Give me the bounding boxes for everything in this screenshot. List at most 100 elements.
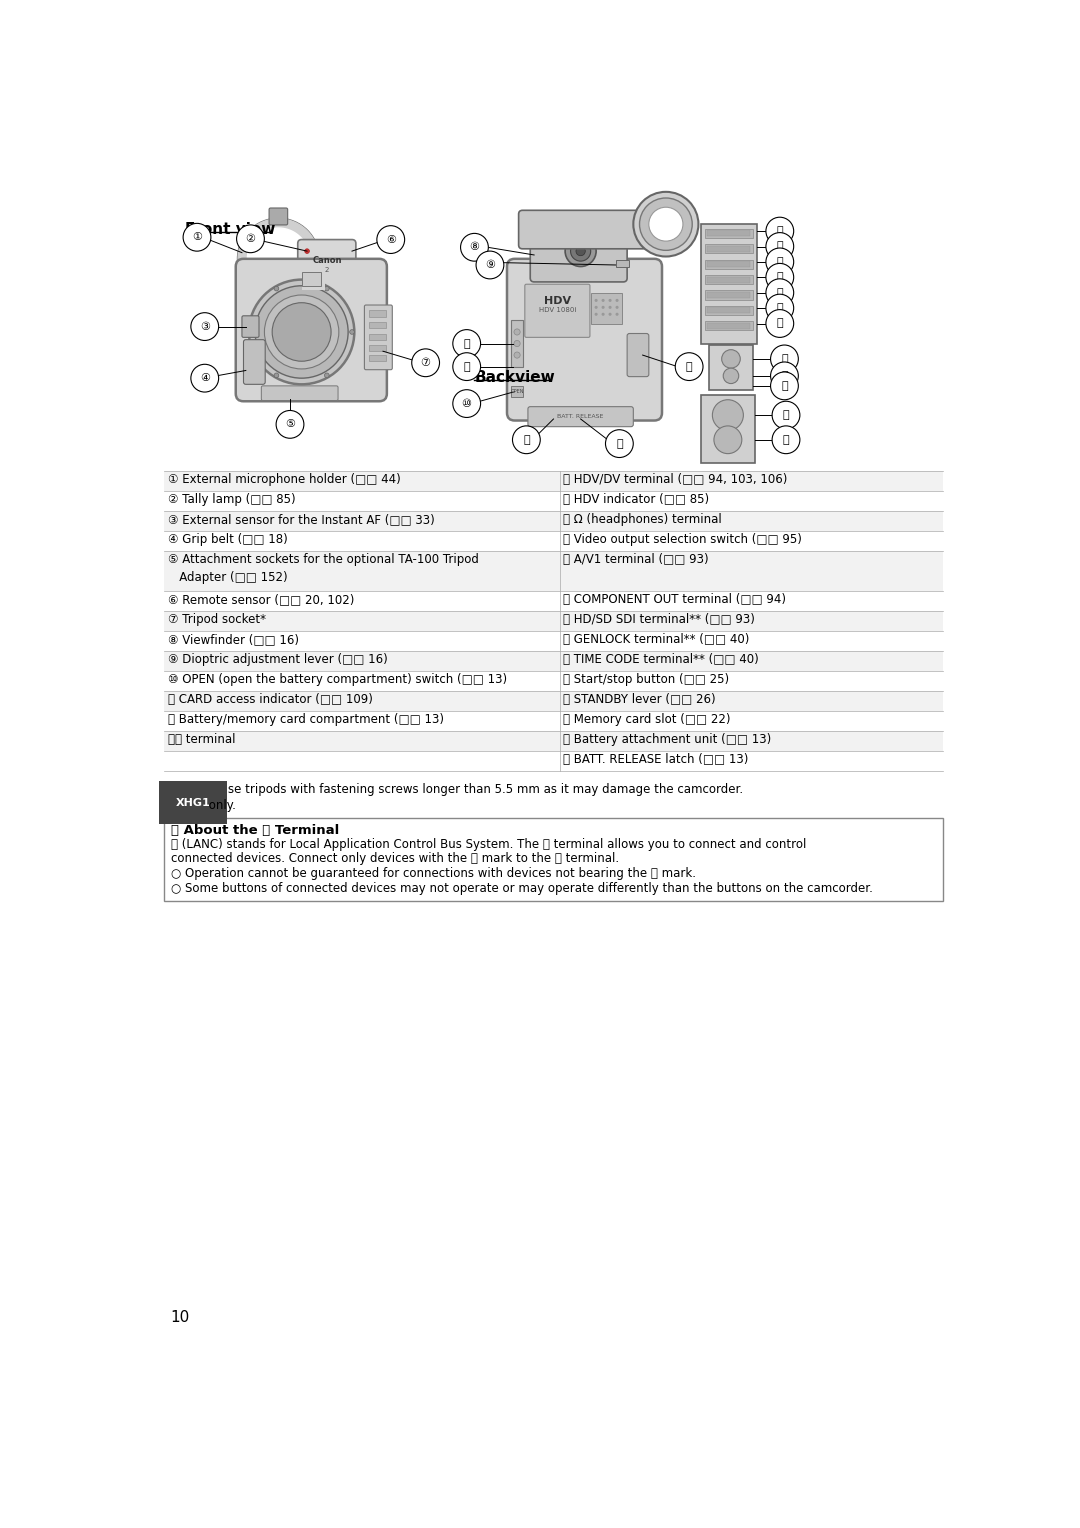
Text: ⑱: ⑱ (777, 287, 783, 298)
Bar (704, 306, 753, 315)
Bar (164, 691, 943, 711)
Text: ⑹: ⑹ (783, 435, 789, 445)
Circle shape (714, 426, 742, 454)
Bar (708, 345, 754, 390)
Circle shape (514, 351, 521, 358)
Text: ⑩ OPEN (open the battery compartment) switch (□□ 13): ⑩ OPEN (open the battery compartment) sw… (167, 672, 507, 686)
Text: ○ Some buttons of connected devices may not operate or may operate differently t: ○ Some buttons of connected devices may … (171, 882, 873, 895)
Circle shape (274, 286, 279, 290)
Bar (511, 387, 523, 397)
Circle shape (576, 246, 585, 255)
Circle shape (265, 295, 339, 368)
Text: ⑩: ⑩ (462, 399, 472, 408)
Text: Canon: Canon (312, 255, 342, 264)
FancyBboxPatch shape (518, 211, 647, 249)
Text: ⑯: ⑯ (777, 257, 783, 267)
Bar (704, 321, 753, 330)
Bar (707, 261, 751, 267)
Text: ⑲: ⑲ (777, 303, 783, 313)
Bar (369, 310, 387, 316)
Circle shape (350, 330, 354, 335)
Text: ⑺: ⑺ (616, 439, 623, 449)
Circle shape (713, 400, 743, 431)
Bar (701, 396, 755, 463)
Bar (591, 293, 622, 324)
Circle shape (565, 235, 596, 266)
Text: XHG1: XHG1 (175, 798, 210, 808)
Text: ⑶: ⑶ (781, 380, 787, 391)
Text: ⑴ GENLOCK terminal** (□□ 40): ⑴ GENLOCK terminal** (□□ 40) (563, 633, 750, 646)
Text: ②: ② (245, 234, 256, 244)
Bar (704, 229, 753, 238)
Text: ⑦: ⑦ (420, 358, 431, 368)
FancyBboxPatch shape (243, 339, 266, 385)
Text: ⑷: ⑷ (686, 362, 692, 371)
Circle shape (633, 193, 699, 257)
Text: ①: ① (192, 232, 202, 243)
Text: ⑲ COMPONENT OUT terminal (□□ 94): ⑲ COMPONENT OUT terminal (□□ 94) (563, 593, 786, 607)
Text: ⑷ STANDBY lever (□□ 26): ⑷ STANDBY lever (□□ 26) (563, 694, 715, 706)
Circle shape (724, 368, 739, 384)
Circle shape (274, 373, 279, 377)
Circle shape (255, 286, 348, 377)
Bar (616, 260, 630, 266)
Text: **: ** (164, 799, 180, 811)
Bar (164, 730, 943, 750)
FancyBboxPatch shape (235, 258, 387, 402)
Text: ⑥ Remote sensor (□□ 20, 102): ⑥ Remote sensor (□□ 20, 102) (167, 593, 354, 607)
Bar (164, 611, 943, 631)
Circle shape (602, 299, 605, 303)
Text: ⑤: ⑤ (285, 419, 295, 429)
Text: ⑬⎲ terminal: ⑬⎲ terminal (167, 733, 235, 746)
Bar (511, 321, 523, 367)
Circle shape (272, 303, 332, 361)
Bar (369, 333, 387, 339)
FancyBboxPatch shape (298, 240, 356, 286)
Circle shape (514, 329, 521, 335)
Text: 10: 10 (170, 1311, 189, 1325)
Bar (707, 246, 751, 252)
Bar (701, 225, 757, 344)
Bar (707, 322, 751, 329)
Text: ⑨ Dioptric adjustment lever (□□ 16): ⑨ Dioptric adjustment lever (□□ 16) (167, 652, 388, 666)
Text: 2: 2 (325, 267, 329, 274)
Text: ⑮ HDV indicator (□□ 85): ⑮ HDV indicator (□□ 85) (563, 494, 708, 506)
Text: ⑪: ⑪ (463, 339, 470, 348)
Bar (301, 266, 325, 290)
Circle shape (616, 299, 619, 303)
Circle shape (305, 249, 309, 254)
Bar (704, 244, 753, 254)
Text: Adapter (□□ 152): Adapter (□□ 152) (167, 571, 287, 584)
Text: ⑵: ⑵ (781, 371, 787, 380)
Circle shape (595, 306, 597, 309)
Text: ⑵ TIME CODE terminal** (□□ 40): ⑵ TIME CODE terminal** (□□ 40) (563, 652, 758, 666)
Text: ⑧ Viewfinder (□□ 16): ⑧ Viewfinder (□□ 16) (167, 633, 298, 646)
FancyBboxPatch shape (627, 333, 649, 376)
FancyBboxPatch shape (269, 208, 287, 225)
Text: OPEN: OPEN (511, 388, 524, 394)
Bar (164, 510, 943, 530)
Text: HDV 1080i: HDV 1080i (539, 307, 576, 313)
Bar (301, 272, 321, 286)
Text: ④ Grip belt (□□ 18): ④ Grip belt (□□ 18) (167, 533, 287, 545)
Text: ⑧: ⑧ (470, 243, 480, 252)
Text: ⑶ Start/stop button (□□ 25): ⑶ Start/stop button (□□ 25) (563, 672, 729, 686)
Circle shape (608, 299, 611, 303)
Text: HDV: HDV (544, 296, 571, 306)
Text: ⑭: ⑭ (777, 226, 783, 237)
Circle shape (570, 241, 591, 261)
Bar (707, 307, 751, 313)
Bar (704, 275, 753, 284)
Circle shape (248, 280, 354, 385)
Text: ① External microphone holder (□□ 44): ① External microphone holder (□□ 44) (167, 472, 401, 486)
Text: Backview: Backview (474, 370, 555, 385)
Text: ⑰: ⑰ (777, 272, 783, 283)
Text: ⑰ Video output selection switch (□□ 95): ⑰ Video output selection switch (□□ 95) (563, 533, 801, 545)
FancyBboxPatch shape (525, 284, 590, 338)
Text: ⑪ CARD access indicator (□□ 109): ⑪ CARD access indicator (□□ 109) (167, 694, 373, 706)
Bar (707, 292, 751, 298)
Circle shape (514, 341, 521, 347)
Text: *  Do not use tripods with fastening screws longer than 5.5 mm as it may damage : * Do not use tripods with fastening scre… (164, 784, 743, 796)
Text: ⑫: ⑫ (523, 435, 529, 445)
Circle shape (602, 306, 605, 309)
